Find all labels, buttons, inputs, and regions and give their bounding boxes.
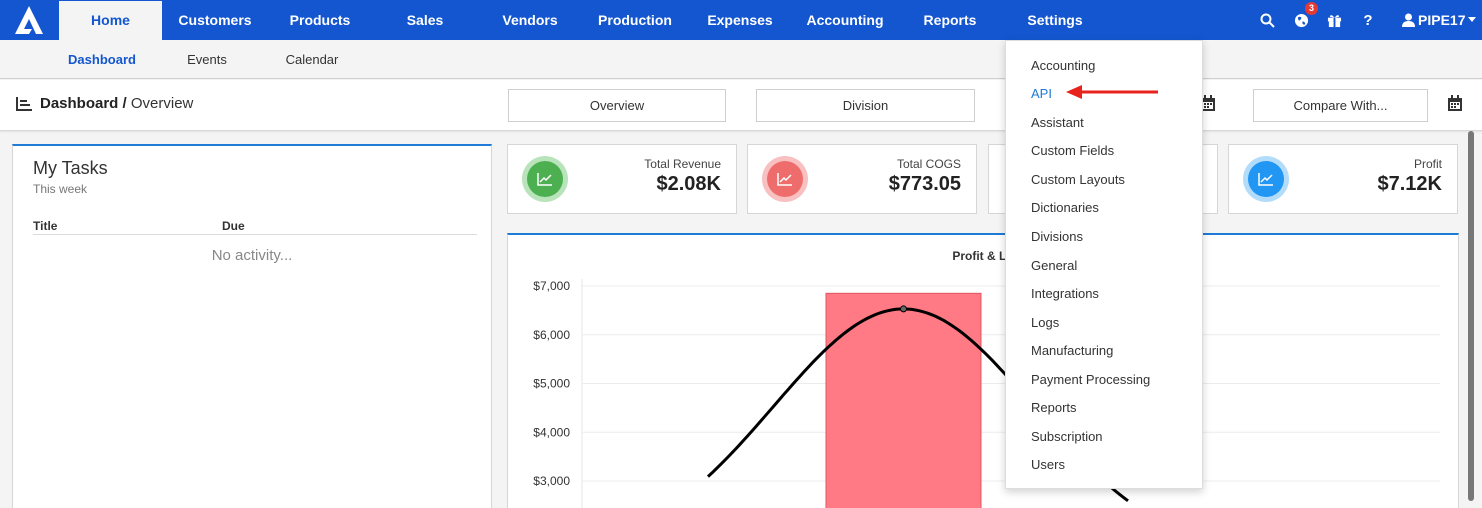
kpi-label: Total COGS: [896, 157, 961, 171]
menu-item-subscription[interactable]: Subscription: [1031, 429, 1103, 444]
gift-icon[interactable]: [1324, 0, 1344, 40]
page-title-sub: Overview: [130, 95, 194, 112]
sub-navbar: Dashboard Events Calendar: [0, 40, 1482, 79]
column-header-title[interactable]: Title: [33, 219, 58, 233]
menu-item-manufacturing[interactable]: Manufacturing: [1031, 343, 1114, 358]
tasks-period: This week: [33, 182, 88, 196]
menu-item-dictionaries[interactable]: Dictionaries: [1031, 200, 1099, 215]
subnav-calendar[interactable]: Calendar: [285, 52, 339, 67]
annotation-arrow: [1066, 85, 1158, 99]
notification-badge: 3: [1305, 2, 1318, 15]
nav-home[interactable]: Home: [59, 1, 162, 40]
compare-with-button[interactable]: Compare With...: [1253, 89, 1428, 122]
menu-item-custom-layouts[interactable]: Custom Layouts: [1031, 172, 1125, 187]
nav-customers[interactable]: Customers: [178, 12, 252, 28]
profit-line-point: [900, 305, 907, 313]
top-navbar: Home Customers Products Sales Vendors Pr…: [0, 0, 1482, 40]
trend-icon: [527, 161, 563, 197]
kpi-icon-ring: [522, 156, 568, 202]
kpi-card-cogs[interactable]: Total COGS $773.05: [747, 144, 977, 214]
menu-item-integrations[interactable]: Integrations: [1031, 286, 1099, 301]
tasks-title: My Tasks: [33, 158, 108, 178]
settings-dropdown: Accounting API Assistant Custom Fields C…: [1005, 40, 1203, 489]
menu-item-reports[interactable]: Reports: [1031, 400, 1077, 415]
column-header-due[interactable]: Due: [222, 219, 245, 233]
page-title: Dashboard / Overview: [16, 95, 193, 112]
y-tick-label: $7,000: [533, 279, 570, 293]
kpi-card-revenue[interactable]: Total Revenue $2.08K: [507, 144, 737, 214]
y-tick-label: $4,000: [533, 425, 570, 439]
dashboard-header: Dashboard / Overview Overview Division C…: [0, 80, 1482, 131]
nav-settings[interactable]: Settings: [1027, 12, 1083, 28]
menu-item-custom-fields[interactable]: Custom Fields: [1031, 143, 1115, 158]
globe-icon[interactable]: [1291, 0, 1311, 40]
nav-products[interactable]: Products: [289, 12, 351, 28]
search-icon[interactable]: [1257, 0, 1277, 40]
empty-state: No activity...: [211, 247, 293, 264]
kpi-card-profit[interactable]: Profit $7.12K: [1228, 144, 1458, 214]
overview-button[interactable]: Overview: [508, 89, 726, 122]
nav-vendors[interactable]: Vendors: [502, 12, 558, 28]
profit-bar: [825, 292, 982, 508]
chart-bars-icon: [16, 96, 32, 111]
chart-title: Profit & Lo: [952, 249, 1014, 263]
menu-item-accounting[interactable]: Accounting: [1031, 58, 1096, 73]
page-scrollbar[interactable]: [1468, 131, 1474, 501]
y-tick-label: $3,000: [533, 474, 570, 488]
calendar-icon[interactable]: [1201, 95, 1215, 111]
trend-icon: [767, 161, 803, 197]
subnav-dashboard[interactable]: Dashboard: [68, 52, 136, 67]
kpi-value: $2.08K: [656, 173, 722, 195]
calendar-icon[interactable]: [1448, 95, 1462, 111]
logo-icon: [15, 6, 43, 34]
page-title-main: Dashboard /: [40, 95, 127, 112]
y-tick-label: $5,000: [533, 377, 570, 391]
profit-loss-chart: $7,000 $6,000 $5,000 $4,000 $3,000: [533, 279, 1440, 508]
menu-item-general[interactable]: General: [1031, 258, 1078, 273]
menu-item-logs[interactable]: Logs: [1031, 315, 1060, 330]
y-tick-label: $6,000: [533, 328, 570, 342]
kpi-icon-ring: [762, 156, 808, 202]
menu-item-users[interactable]: Users: [1031, 457, 1065, 472]
user-name: PIPE17: [1418, 12, 1466, 28]
nav-production[interactable]: Production: [598, 12, 672, 28]
menu-item-payment-processing[interactable]: Payment Processing: [1031, 372, 1151, 387]
kpi-value: $773.05: [888, 173, 961, 195]
user-icon: [1402, 13, 1415, 27]
subnav-events[interactable]: Events: [187, 52, 227, 67]
nav-expenses[interactable]: Expenses: [707, 12, 773, 28]
caret-down-icon: [1468, 17, 1477, 22]
help-icon[interactable]: ?: [1363, 11, 1373, 29]
my-tasks-panel: My Tasks This week Title Due No activity…: [12, 144, 492, 508]
menu-item-api[interactable]: API: [1031, 86, 1052, 101]
division-button[interactable]: Division: [756, 89, 975, 122]
kpi-label: Total Revenue: [644, 157, 721, 171]
profit-loss-chart-panel: Profit & Lo $7,000 $6,000 $5,000 $4,000 $3,0…: [507, 233, 1459, 508]
nav-reports[interactable]: Reports: [923, 12, 977, 28]
user-menu[interactable]: PIPE17: [1402, 0, 1477, 40]
table-divider: [33, 234, 477, 235]
trend-icon: [1248, 161, 1284, 197]
kpi-value: $7.12K: [1377, 173, 1443, 195]
kpi-icon-ring: [1243, 156, 1289, 202]
nav-sales[interactable]: Sales: [406, 12, 444, 28]
app-logo[interactable]: [0, 0, 58, 40]
nav-accounting[interactable]: Accounting: [806, 12, 884, 28]
menu-item-assistant[interactable]: Assistant: [1031, 115, 1084, 130]
kpi-label: Profit: [1413, 157, 1442, 171]
menu-item-divisions[interactable]: Divisions: [1031, 229, 1084, 244]
